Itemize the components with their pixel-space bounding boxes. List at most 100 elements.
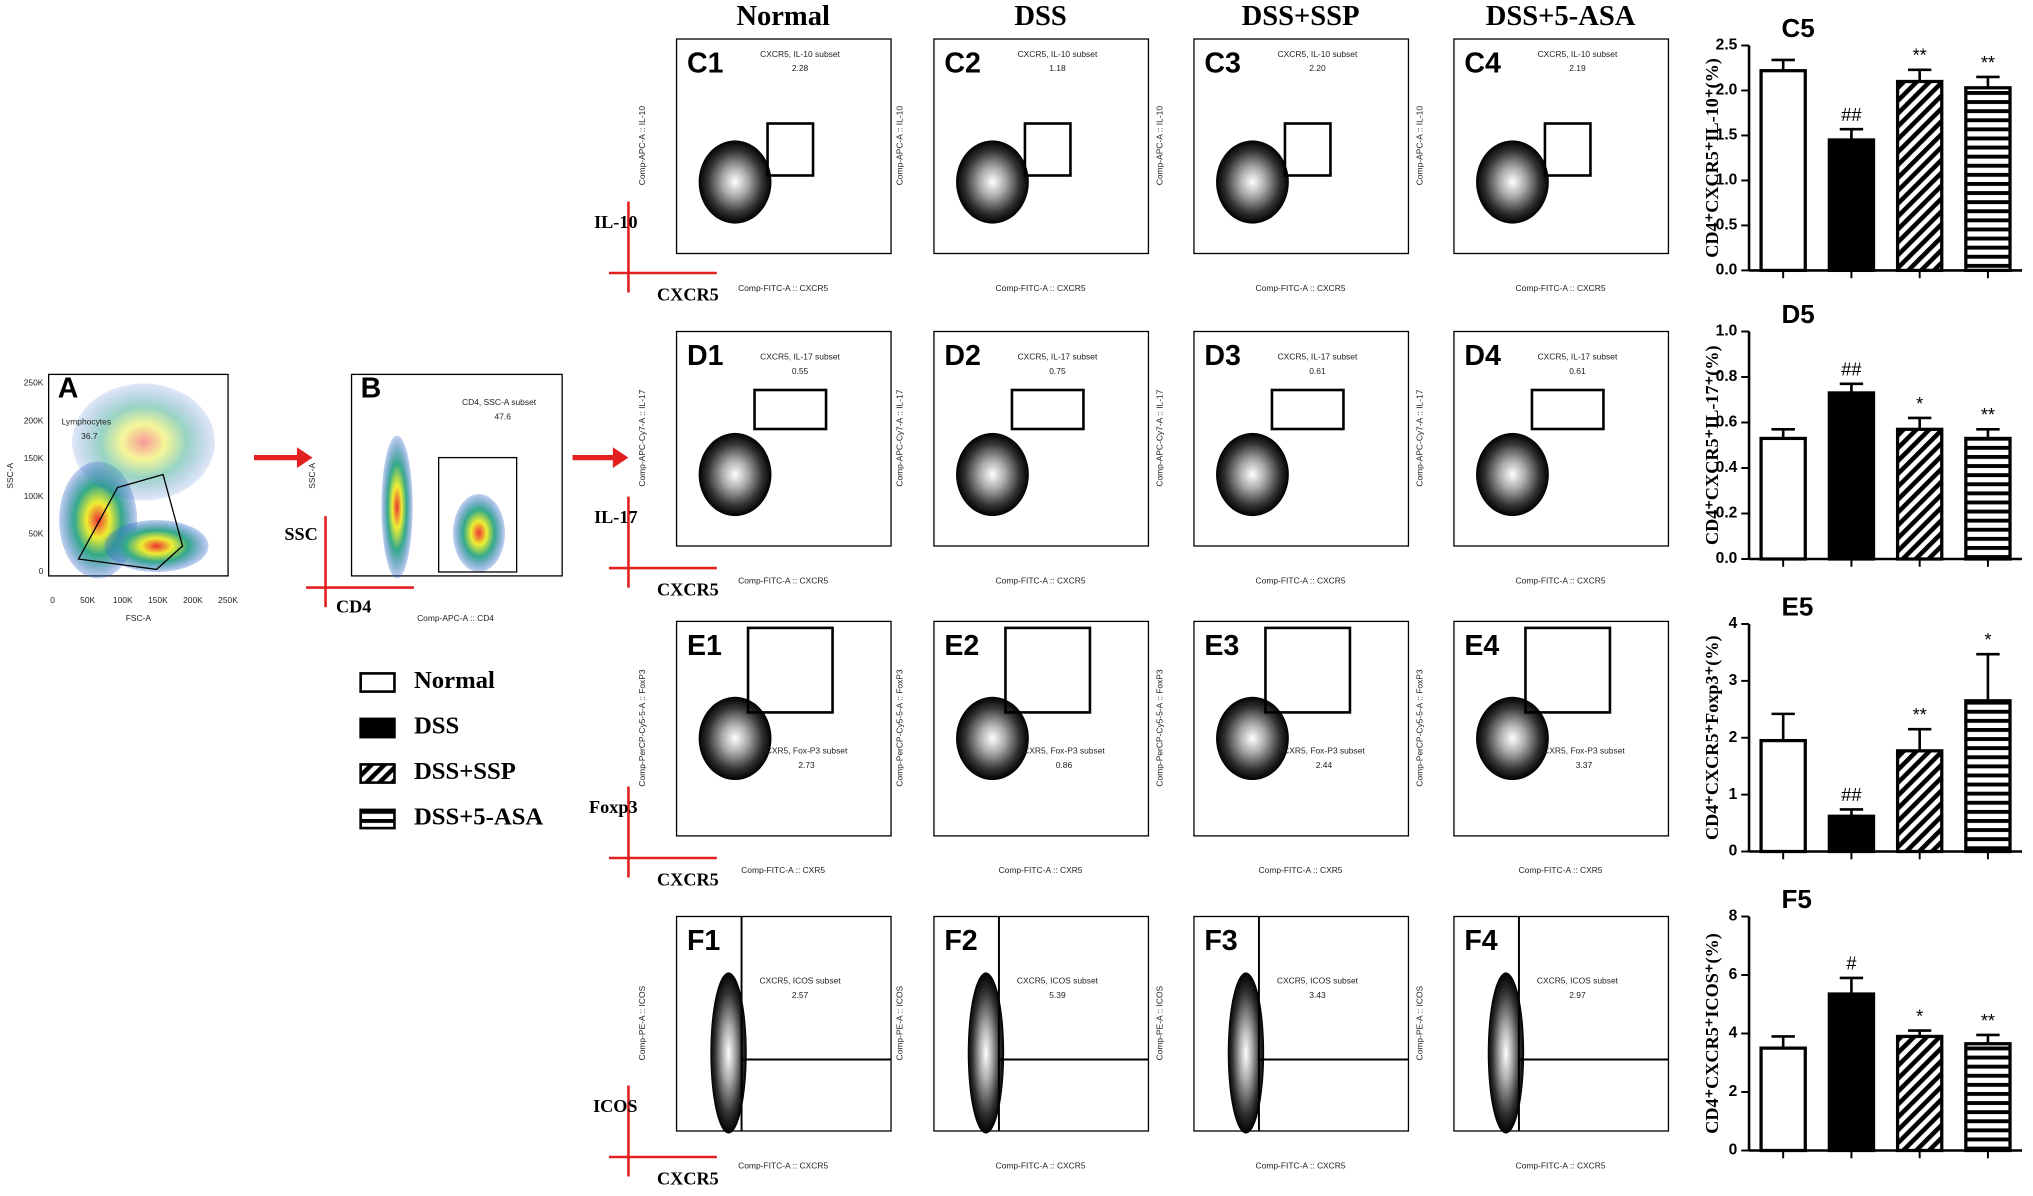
density	[72, 383, 216, 501]
y-tick-label: 0	[39, 566, 44, 576]
legend-label: DSS	[414, 713, 459, 740]
y-tick-label: 2.5	[1716, 37, 1738, 54]
gate	[1010, 388, 1085, 431]
panel-label: E4	[1464, 630, 1499, 662]
bar	[1964, 86, 2012, 273]
bar	[1964, 699, 2012, 854]
panel-label: F4	[1464, 925, 1497, 957]
legend-swatch	[359, 763, 396, 784]
y-tick-label: 1.0	[1716, 323, 1738, 340]
x-tick-label: 100K	[113, 595, 133, 605]
marker-label: ICOS	[593, 1096, 637, 1116]
axis-label: Comp-FITC-A :: CXCR5	[996, 283, 1086, 293]
gate	[1543, 122, 1592, 177]
gate	[77, 473, 184, 571]
axis-label: Comp-APC-Cy7-A :: IL-17	[637, 389, 647, 486]
y-tick-label: 4	[1729, 1025, 1738, 1042]
y-tick-label: 1	[1729, 786, 1738, 803]
y-tick-label: 2	[1729, 729, 1738, 746]
column-header: DSS+SSP	[1242, 1, 1360, 32]
legend-swatch	[359, 717, 396, 739]
bar	[1827, 992, 1876, 1153]
bar	[1759, 738, 1807, 854]
panel-label: F3	[1204, 925, 1237, 957]
density	[1476, 140, 1549, 224]
density	[381, 435, 413, 579]
y-axis-label: CD4⁺CXCR5⁺IL-10⁺(%)	[1702, 58, 1723, 258]
plot-frame	[675, 330, 892, 547]
legend-label: DSS+5-ASA	[414, 804, 543, 831]
panel-label: E2	[944, 630, 979, 662]
bar	[1895, 427, 1944, 561]
x-tick-label: 50K	[80, 595, 95, 605]
significance: ##	[1841, 785, 1862, 805]
plot-frame	[1453, 38, 1670, 255]
gate	[1530, 388, 1605, 431]
axis-label: Comp-FITC-A :: CXCR5	[996, 1160, 1086, 1170]
arrow-head	[612, 447, 629, 468]
significance: *	[1916, 394, 1923, 414]
gate-percent: 2.19	[1569, 63, 1586, 73]
marker-label: SSC	[284, 524, 317, 544]
gate-label: CXCR5, ICOS subset	[759, 976, 841, 986]
panel-label: F1	[687, 925, 720, 957]
gate-percent: 47.6	[495, 412, 512, 422]
y-tick-label: 0.5	[1716, 217, 1738, 234]
gate-label: CXCR5, IL-10 subset	[1538, 49, 1618, 59]
axis-label: SSC-A	[5, 463, 15, 489]
gate-label: CXCR5, ICOS subset	[1017, 976, 1099, 986]
y-tick-label: 0	[1729, 1142, 1738, 1159]
panel-label: A	[58, 373, 79, 405]
axis-label: Comp-FITC-A :: CXCR5	[996, 575, 1086, 585]
gate-percent: 2.20	[1309, 63, 1326, 73]
axis-label: Comp-FITC-A :: CXCR5	[1256, 575, 1346, 585]
axis-label: Comp-APC-A :: IL-10	[894, 106, 904, 186]
gate-label: CXR5, Fox-P3 subset	[766, 746, 848, 756]
gate-percent: 0.86	[1056, 760, 1073, 770]
gate-label: CXCR5, IL-10 subset	[1018, 49, 1098, 59]
y-tick-label: 200K	[24, 415, 44, 425]
gate-label: CXCR5, ICOS subset	[1277, 976, 1359, 986]
y-tick-label: 100K	[24, 491, 44, 501]
gate	[1283, 122, 1332, 177]
axis-label: Comp-PE-A :: ICOS	[1414, 985, 1424, 1060]
marker-label: Foxp3	[589, 797, 638, 817]
marker-label: IL-10	[594, 212, 637, 232]
gate-label: CXCR5, IL-17 subset	[1018, 352, 1098, 362]
axis-label: Comp-FITC-A :: CXCR5	[1516, 1160, 1606, 1170]
density	[1227, 972, 1265, 1134]
bar	[1759, 1046, 1807, 1153]
gate-percent: 0.55	[792, 366, 809, 376]
gate-percent: 5.39	[1049, 990, 1066, 1000]
panel-label: C2	[944, 48, 981, 80]
gate-percent: 1.18	[1049, 63, 1066, 73]
axis-label: Comp-APC-A :: IL-10	[637, 106, 647, 186]
density	[710, 972, 747, 1134]
gate-label: CXCR5, IL-17 subset	[1278, 352, 1358, 362]
y-tick-label: 1.5	[1716, 127, 1738, 144]
panel-label: D3	[1204, 340, 1241, 372]
y-tick-label: 0.0	[1716, 262, 1738, 279]
marker-label: CXCR5	[657, 870, 719, 890]
axis-label: Comp-APC-Cy7-A :: IL-17	[1414, 389, 1424, 486]
panel-label: D4	[1464, 340, 1501, 372]
panel-label: E3	[1204, 630, 1239, 662]
panel-label: B	[361, 373, 382, 405]
gate-label: CXCR5, IL-10 subset	[1278, 49, 1358, 59]
axis-label: Comp-FITC-A :: CXCR5	[1256, 1160, 1346, 1170]
y-axis-label: CD4⁺CXCR5⁺ICOS⁺(%)	[1702, 933, 1723, 1134]
axis-label: Comp-FITC-A :: CXCR5	[738, 575, 828, 585]
axis-label: FSC-A	[126, 613, 152, 623]
y-tick-label: 4	[1729, 615, 1738, 632]
chart-title: F5	[1782, 884, 1812, 914]
density	[1487, 972, 1525, 1134]
